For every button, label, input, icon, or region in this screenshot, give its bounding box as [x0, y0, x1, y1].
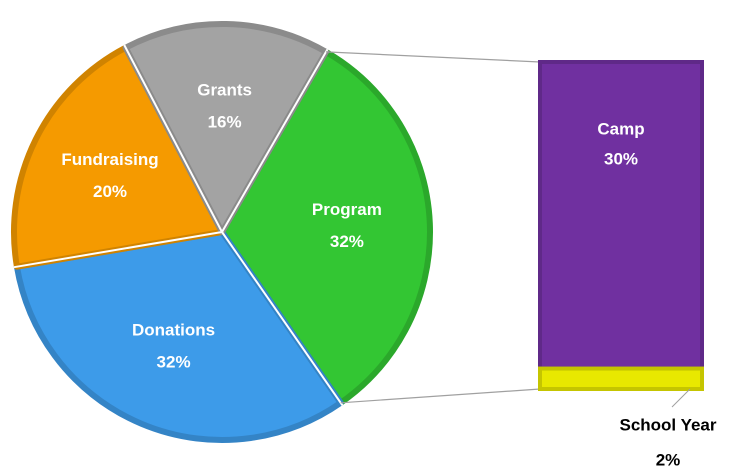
slice-separator	[13, 231, 223, 269]
slice-value-label: 16%	[208, 113, 242, 132]
bar-label: Camp	[597, 119, 644, 138]
pie-slice	[219, 48, 433, 406]
pie-slice	[11, 44, 225, 270]
slice-label: Grants	[197, 81, 252, 100]
bar-segment	[538, 366, 704, 391]
leader-line	[671, 388, 691, 408]
bar-value-label: 30%	[604, 149, 638, 168]
pie-slice	[13, 229, 344, 443]
slice-label: Donations	[132, 321, 215, 340]
slice-separator	[221, 231, 344, 406]
pie-slice	[122, 21, 329, 235]
bar-label: School Year	[619, 415, 716, 434]
slice-separator	[221, 48, 329, 233]
slice-value-label: 32%	[330, 232, 364, 251]
connector-line	[340, 388, 541, 404]
slice-separator	[123, 44, 223, 233]
slice-value-label: 32%	[157, 353, 191, 372]
bar-segment	[538, 60, 704, 371]
bar-value-label: 2%	[656, 450, 681, 469]
connector-line	[325, 51, 541, 63]
slice-label: Program	[312, 200, 382, 219]
slice-label: Fundraising	[61, 150, 158, 169]
slice-value-label: 20%	[93, 182, 127, 201]
